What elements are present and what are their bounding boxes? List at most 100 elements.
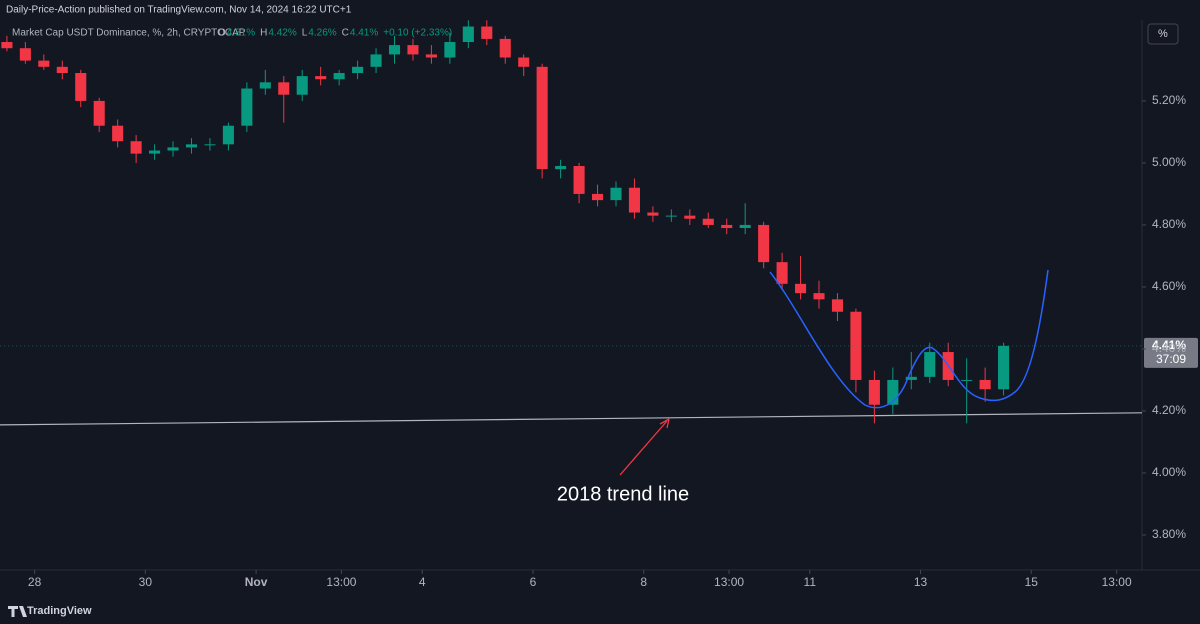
candle-body [795, 283, 807, 294]
candle-body [979, 379, 991, 390]
x-tick-label: 4 [419, 575, 426, 589]
price-tag-box [1144, 337, 1198, 368]
arrow-shaft [619, 420, 668, 476]
y-tick-label: 4.20% [1152, 403, 1186, 417]
candle-body [444, 42, 456, 58]
y-tick-label: 4.60% [1152, 279, 1186, 293]
candle-body [149, 150, 161, 154]
candle-body [647, 212, 659, 216]
candle-body [573, 166, 585, 194]
candle-body [776, 262, 788, 284]
candle-body [684, 215, 696, 219]
x-tick-label: 6 [530, 575, 537, 589]
candle-body [961, 379, 973, 381]
candle-body [481, 26, 493, 39]
candle-body [425, 54, 437, 58]
candle-body [591, 193, 604, 201]
candle-body [112, 125, 124, 142]
candle-body [388, 45, 401, 55]
candle-body [296, 76, 308, 95]
logo-mark [8, 606, 27, 617]
change: +0.10 (+2.33%) [383, 28, 452, 39]
y-tick-label: 5.00% [1152, 155, 1186, 169]
candle-body [924, 352, 936, 377]
candle-body [56, 66, 68, 74]
candle-body [38, 60, 50, 67]
ohlc-key: H [260, 28, 267, 39]
price-tag-countdown: 37:09 [1156, 352, 1186, 366]
arrow-head [659, 418, 670, 429]
candle-body [315, 76, 327, 80]
candle-body [462, 26, 474, 43]
candle-body [259, 82, 271, 89]
x-tick-label: Nov [245, 575, 268, 589]
candle-body [887, 379, 899, 405]
x-tick-label: 8 [640, 575, 647, 589]
x-tick-label: 13:00 [1102, 575, 1132, 589]
candle-body [739, 224, 751, 229]
price-tag-label: 4.41% [1152, 338, 1186, 352]
x-tick-label: 15 [1025, 575, 1039, 589]
candle-body [204, 144, 216, 146]
ohlc-value: 4.41% [350, 28, 378, 39]
candle-body [499, 38, 511, 58]
candle-body [628, 187, 640, 213]
candle-body [370, 54, 382, 67]
candle-body [93, 100, 105, 126]
x-tick-label: 13:00 [714, 575, 744, 589]
y-tick-label: 5.20% [1152, 93, 1186, 107]
ohlc-value: 4.42% [268, 28, 296, 39]
candle-body [831, 299, 844, 312]
candle-body [241, 88, 253, 126]
ohlc-value: 4.31% [227, 28, 255, 39]
candle-body [758, 224, 770, 263]
candle-body [702, 218, 714, 225]
candle-body [407, 45, 419, 55]
candle-body [333, 73, 345, 80]
x-tick-label: 13:00 [326, 575, 356, 589]
candle-body [998, 345, 1010, 390]
candle-body [721, 224, 733, 229]
annotation: 2018 trend line [557, 483, 689, 505]
candle-body [518, 57, 530, 67]
y-tick-label: 4.40% [1152, 341, 1186, 355]
y-tick-label: 4.80% [1152, 217, 1186, 231]
x-tick-label: 30 [139, 575, 153, 589]
candle-body [1, 42, 13, 49]
candle-body [75, 73, 87, 101]
candle-body [185, 144, 198, 148]
candle-body [352, 66, 364, 74]
scale-button-label[interactable]: % [1158, 28, 1168, 40]
candle-body [555, 166, 567, 170]
y-tick-label: 3.80% [1152, 527, 1186, 541]
pattern-curve [769, 269, 1049, 409]
symbol-legend: Market Cap USDT Dominance, %, 2h, CRYPTO… [12, 28, 246, 39]
candle-body [868, 379, 880, 405]
candle-body [905, 376, 917, 380]
candle-body [278, 82, 290, 95]
plot-area [0, 20, 1143, 426]
candle-body [130, 141, 142, 154]
price-tag: 4.41%37:09 [0, 337, 1198, 368]
published-note: Daily-Price-Action published on TradingV… [6, 5, 352, 16]
x-tick-label: 13 [914, 575, 928, 589]
scale-button[interactable] [1147, 23, 1179, 45]
ohlc-value: 4.26% [308, 28, 336, 39]
x-tick-label: 11 [804, 575, 817, 589]
candle-body [167, 147, 179, 151]
candle-body [850, 311, 862, 380]
x-tick-label: 28 [28, 575, 42, 589]
branding: TradingView [27, 605, 92, 617]
ohlc-key: O [218, 28, 226, 39]
candle-body [610, 187, 622, 201]
candle-body [222, 125, 234, 145]
candle-body [665, 215, 677, 217]
ohlc-legend: O 4.31% H 4.42% L 4.26% C 4.41% +0.10 (+2.33%) [218, 28, 452, 39]
candle-body [536, 66, 548, 170]
ohlc-key: C [342, 28, 349, 39]
trend-line [0, 412, 1143, 426]
y-tick-label: 4.00% [1152, 465, 1186, 479]
